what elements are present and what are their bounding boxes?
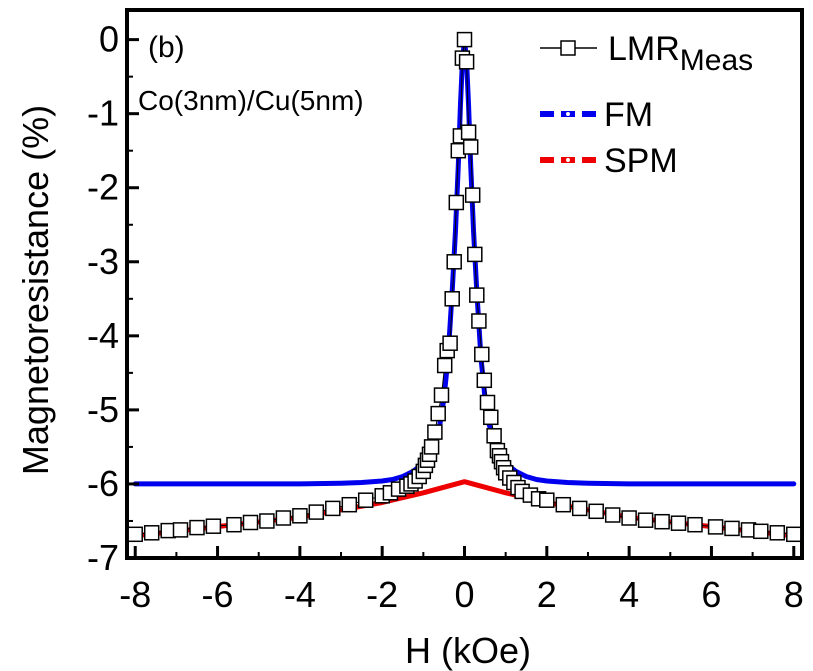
x-axis-label: H (kOe) — [405, 630, 531, 671]
y-tick-label: -7 — [87, 537, 119, 578]
meas-data-point — [753, 523, 769, 540]
x-tick-label: -4 — [284, 574, 316, 615]
meas-data-point — [486, 428, 502, 444]
meas-data-point — [205, 518, 222, 534]
meas-data-point — [769, 525, 786, 541]
axis-ticks: -8 -6 -4 -2 0 2 4 6 8 0 -1 -2 -3 -4 -5 -6 -7 — [87, 19, 804, 615]
meas-data-point — [242, 514, 259, 531]
y-tick-label: -6 — [87, 463, 119, 504]
x-tick-label: 8 — [784, 574, 804, 615]
legend-meas-marker — [560, 40, 576, 56]
meas-data-point — [476, 372, 493, 389]
x-tick-label: 6 — [701, 574, 721, 615]
y-tick-label: -2 — [87, 167, 119, 208]
meas-data-point — [357, 492, 374, 508]
plot-content — [127, 31, 802, 543]
legend-fm-label: FM — [604, 96, 653, 134]
legend: LMRMeas FM SPM — [540, 30, 753, 180]
y-tick-label: -5 — [87, 389, 119, 430]
meas-data-point — [446, 254, 462, 270]
legend-meas-sub: Meas — [680, 44, 753, 77]
meas-data-point — [325, 500, 341, 517]
legend-item-spm: SPM — [540, 142, 678, 180]
meas-data-point — [259, 513, 275, 529]
y-tick-label: -1 — [87, 93, 119, 134]
meas-data-point — [786, 526, 802, 543]
meas-data-point — [143, 525, 160, 541]
meas-data-point — [464, 187, 481, 203]
meas-data-point — [467, 246, 483, 263]
meas-data-point — [724, 520, 740, 537]
meas-data-point — [444, 291, 460, 307]
meas-data-point — [226, 516, 242, 533]
meas-data-point — [433, 387, 450, 403]
x-tick-label: 4 — [619, 574, 639, 615]
meas-data-point — [430, 405, 446, 422]
x-tick-label: 0 — [454, 574, 474, 615]
meas-data-point — [621, 510, 637, 526]
meas-data-point — [637, 512, 654, 528]
meas-data-point — [427, 424, 443, 440]
x-tick-label: 2 — [537, 574, 557, 615]
legend-spm-label: SPM — [604, 142, 678, 180]
sample-annotation: Co(3nm)/Cu(5nm) — [138, 85, 364, 116]
legend-fm-marker — [565, 111, 571, 117]
meas-data-point — [436, 357, 453, 374]
meas-data-point — [127, 526, 143, 543]
y-tick-label: 0 — [99, 19, 119, 60]
meas-data-point — [456, 31, 473, 48]
x-tick-label: -8 — [119, 574, 151, 615]
legend-meas-label: LMRMeas — [608, 30, 753, 77]
meas-data-point — [423, 439, 440, 455]
meas-data-point — [474, 346, 490, 363]
meas-data-point — [539, 492, 555, 508]
meas-data-point — [571, 500, 588, 517]
meas-data-point — [707, 519, 724, 535]
meas-data-point — [483, 409, 499, 426]
meas-data-point — [555, 496, 572, 513]
meas-data-point — [460, 124, 477, 140]
meas-data-point — [189, 519, 205, 536]
meas-data-point — [469, 287, 485, 303]
meas-data-point — [442, 335, 458, 351]
x-tick-label: -6 — [202, 574, 234, 615]
meas-data-point — [462, 139, 479, 155]
meas-data-point — [292, 508, 308, 524]
panel-label: (b) — [148, 31, 185, 64]
legend-meas-main: LMR — [608, 30, 680, 68]
y-tick-label: -3 — [87, 241, 119, 282]
meas-data-point — [604, 507, 621, 523]
meas-data-point — [458, 54, 475, 70]
meas-data-point — [341, 496, 358, 513]
plot-area: -8 -6 -4 -2 0 2 4 6 8 0 -1 -2 -3 -4 -5 -6 -7 — [87, 8, 804, 615]
meas-data-point — [308, 504, 325, 520]
legend-item-fm: FM — [540, 96, 653, 134]
meas-data-point — [448, 194, 465, 211]
y-axis-label: Magnetoresistance (%) — [15, 105, 56, 475]
meas-data-point — [275, 510, 292, 526]
meas-data-point — [471, 313, 487, 329]
y-tick-label: -4 — [87, 315, 119, 356]
legend-spm-marker — [565, 157, 571, 163]
legend-item-meas: LMRMeas — [540, 30, 753, 77]
meas-data-point — [654, 513, 670, 530]
meas-data-point — [670, 515, 687, 531]
x-tick-label: -2 — [366, 574, 398, 615]
meas-data-point — [588, 503, 604, 520]
meas-data-point — [687, 516, 703, 533]
meas-data-point — [172, 522, 189, 538]
meas-data-point — [479, 394, 496, 411]
